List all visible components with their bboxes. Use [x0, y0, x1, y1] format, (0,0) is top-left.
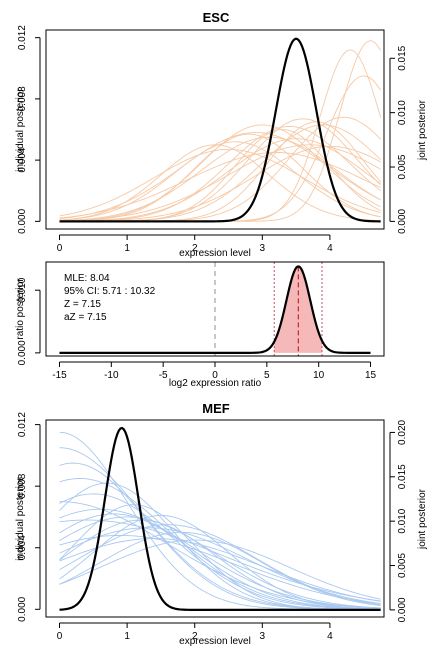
- mef-individual-curve: [59, 538, 381, 602]
- mef-right-y-axis-label: joint posterior: [417, 488, 428, 550]
- mef-title: MEF: [202, 401, 230, 416]
- esc-right-y-axis-label: joint posterior: [417, 99, 428, 161]
- esc-y-tick-label: 0.008: [17, 86, 28, 111]
- mef-individual-curve: [59, 534, 381, 605]
- esc-y2-tick-label: 0.010: [397, 100, 408, 125]
- esc-y-tick-label: 0.004: [17, 147, 28, 172]
- esc-individual-curve: [59, 125, 381, 222]
- mef-y2-tick-label: 0.000: [397, 597, 408, 622]
- esc-individual-curve: [59, 138, 381, 222]
- esc-individual-curve: [59, 129, 381, 222]
- mef-individual-curve: [59, 482, 381, 610]
- ratio-x-tick-label: 5: [264, 370, 270, 381]
- mef-x-tick-label: 0: [57, 631, 63, 642]
- mef-y2-tick-label: 0.010: [397, 508, 408, 533]
- mef-x-tick-label: 2: [192, 631, 198, 642]
- ratio-y-axis-label: ratio posterior: [15, 278, 26, 340]
- esc-x-tick-label: 4: [327, 243, 333, 254]
- mef-x-axis-label: expression level: [179, 636, 251, 647]
- ratio-x-tick-label: -5: [159, 370, 168, 381]
- mef-joint-curve: [59, 426, 381, 611]
- mef-individual-curve: [59, 527, 381, 604]
- ratio-ci-annotation: 95% CI: 5.71 : 10.32: [64, 286, 156, 297]
- mef-individual-curve: [59, 539, 381, 600]
- ratio-y-tick-label: 0.010: [17, 277, 28, 302]
- ratio-x-tick-label: 15: [365, 370, 377, 381]
- mef-y2-tick-label: 0.005: [397, 553, 408, 578]
- mef-individual-curves: [59, 431, 381, 610]
- esc-x-axis-label: expression level: [179, 248, 251, 259]
- mef-y2-tick-label: 0.020: [397, 419, 408, 444]
- mef-individual-curve: [59, 519, 381, 602]
- ratio-x-tick-label: 0: [212, 370, 218, 381]
- mef-x-tick-label: 4: [327, 631, 333, 642]
- esc-x-axis: 0 1 2 3 4: [57, 234, 333, 254]
- ratio-y-tick-label: 0.000: [17, 340, 28, 365]
- mef-x-tick-label: 3: [260, 631, 266, 642]
- esc-individual-curve: [59, 148, 381, 217]
- esc-x-tick-label: 1: [124, 243, 130, 254]
- ratio-plot-frame: [45, 261, 385, 357]
- ratio-posterior-curve: [59, 265, 371, 354]
- esc-individual-curve: [59, 145, 381, 222]
- ratio-x-axis: -15 -10 -5 0 5 10 15: [52, 361, 377, 381]
- mef-y-axis-label: individual posterior: [15, 477, 26, 561]
- esc-x-tick-label: 0: [57, 243, 63, 254]
- ratio-z-annotation: Z = 7.15: [64, 299, 101, 310]
- ratio-az-annotation: aZ = 7.15: [64, 312, 107, 323]
- mef-individual-curve: [59, 478, 381, 610]
- esc-y-tick-label: 0.012: [17, 25, 28, 50]
- mef-individual-curve: [59, 524, 381, 606]
- mef-individual-curve: [59, 514, 381, 610]
- esc-individual-curve: [59, 118, 381, 222]
- ratio-x-tick-label: -15: [52, 370, 67, 381]
- mef-y2-tick-label: 0.015: [397, 464, 408, 489]
- esc-individual-curves: [59, 40, 382, 222]
- mef-individual-curve: [59, 493, 381, 610]
- esc-x-tick-label: 2: [192, 243, 198, 254]
- mef-y-tick-label: 0.012: [17, 412, 28, 437]
- mef-left-y-axis: 0.000 0.004 0.008 0.012: [17, 412, 41, 622]
- ratio-panel: MLE: 8.04 95% CI: 5.71 : 10.32 Z = 7.15 …: [15, 261, 385, 389]
- mef-plot-frame: [45, 419, 385, 618]
- esc-title: ESC: [203, 10, 230, 25]
- esc-y-tick-label: 0.000: [17, 208, 28, 233]
- esc-y2-tick-label: 0.000: [397, 208, 408, 233]
- mef-right-y-axis: 0.000 0.005 0.010 0.015 0.020: [389, 419, 408, 622]
- mef-y-tick-label: 0.008: [17, 473, 28, 498]
- esc-individual-curve: [59, 49, 382, 222]
- esc-y-axis-label: individual posterior: [15, 88, 26, 172]
- mef-x-tick-label: 1: [124, 631, 130, 642]
- mef-individual-curve: [59, 513, 381, 610]
- esc-individual-curve: [59, 141, 381, 221]
- mef-x-axis: 0 1 2 3 4: [57, 622, 333, 642]
- esc-joint-curve: [59, 37, 381, 223]
- esc-right-y-axis: 0.000 0.005 0.010 0.015: [389, 45, 408, 234]
- ratio-x-tick-label: -10: [104, 370, 119, 381]
- ratio-x-tick-label: 10: [313, 370, 325, 381]
- mef-y-tick-label: 0.000: [17, 596, 28, 621]
- esc-left-y-axis: 0.000 0.004 0.008 0.012: [17, 25, 41, 234]
- mef-individual-curve: [59, 531, 381, 607]
- ratio-x-axis-label: log2 expression ratio: [169, 378, 262, 389]
- esc-y2-tick-label: 0.005: [397, 154, 408, 179]
- esc-plot-frame: [45, 29, 385, 230]
- ratio-mle-annotation: MLE: 8.04: [64, 273, 110, 284]
- ratio-y-axis: 0.000 0.010: [17, 277, 41, 365]
- mef-y-tick-label: 0.004: [17, 535, 28, 560]
- mef-individual-curve: [59, 516, 381, 609]
- esc-x-tick-label: 3: [260, 243, 266, 254]
- esc-y2-tick-label: 0.015: [397, 45, 408, 70]
